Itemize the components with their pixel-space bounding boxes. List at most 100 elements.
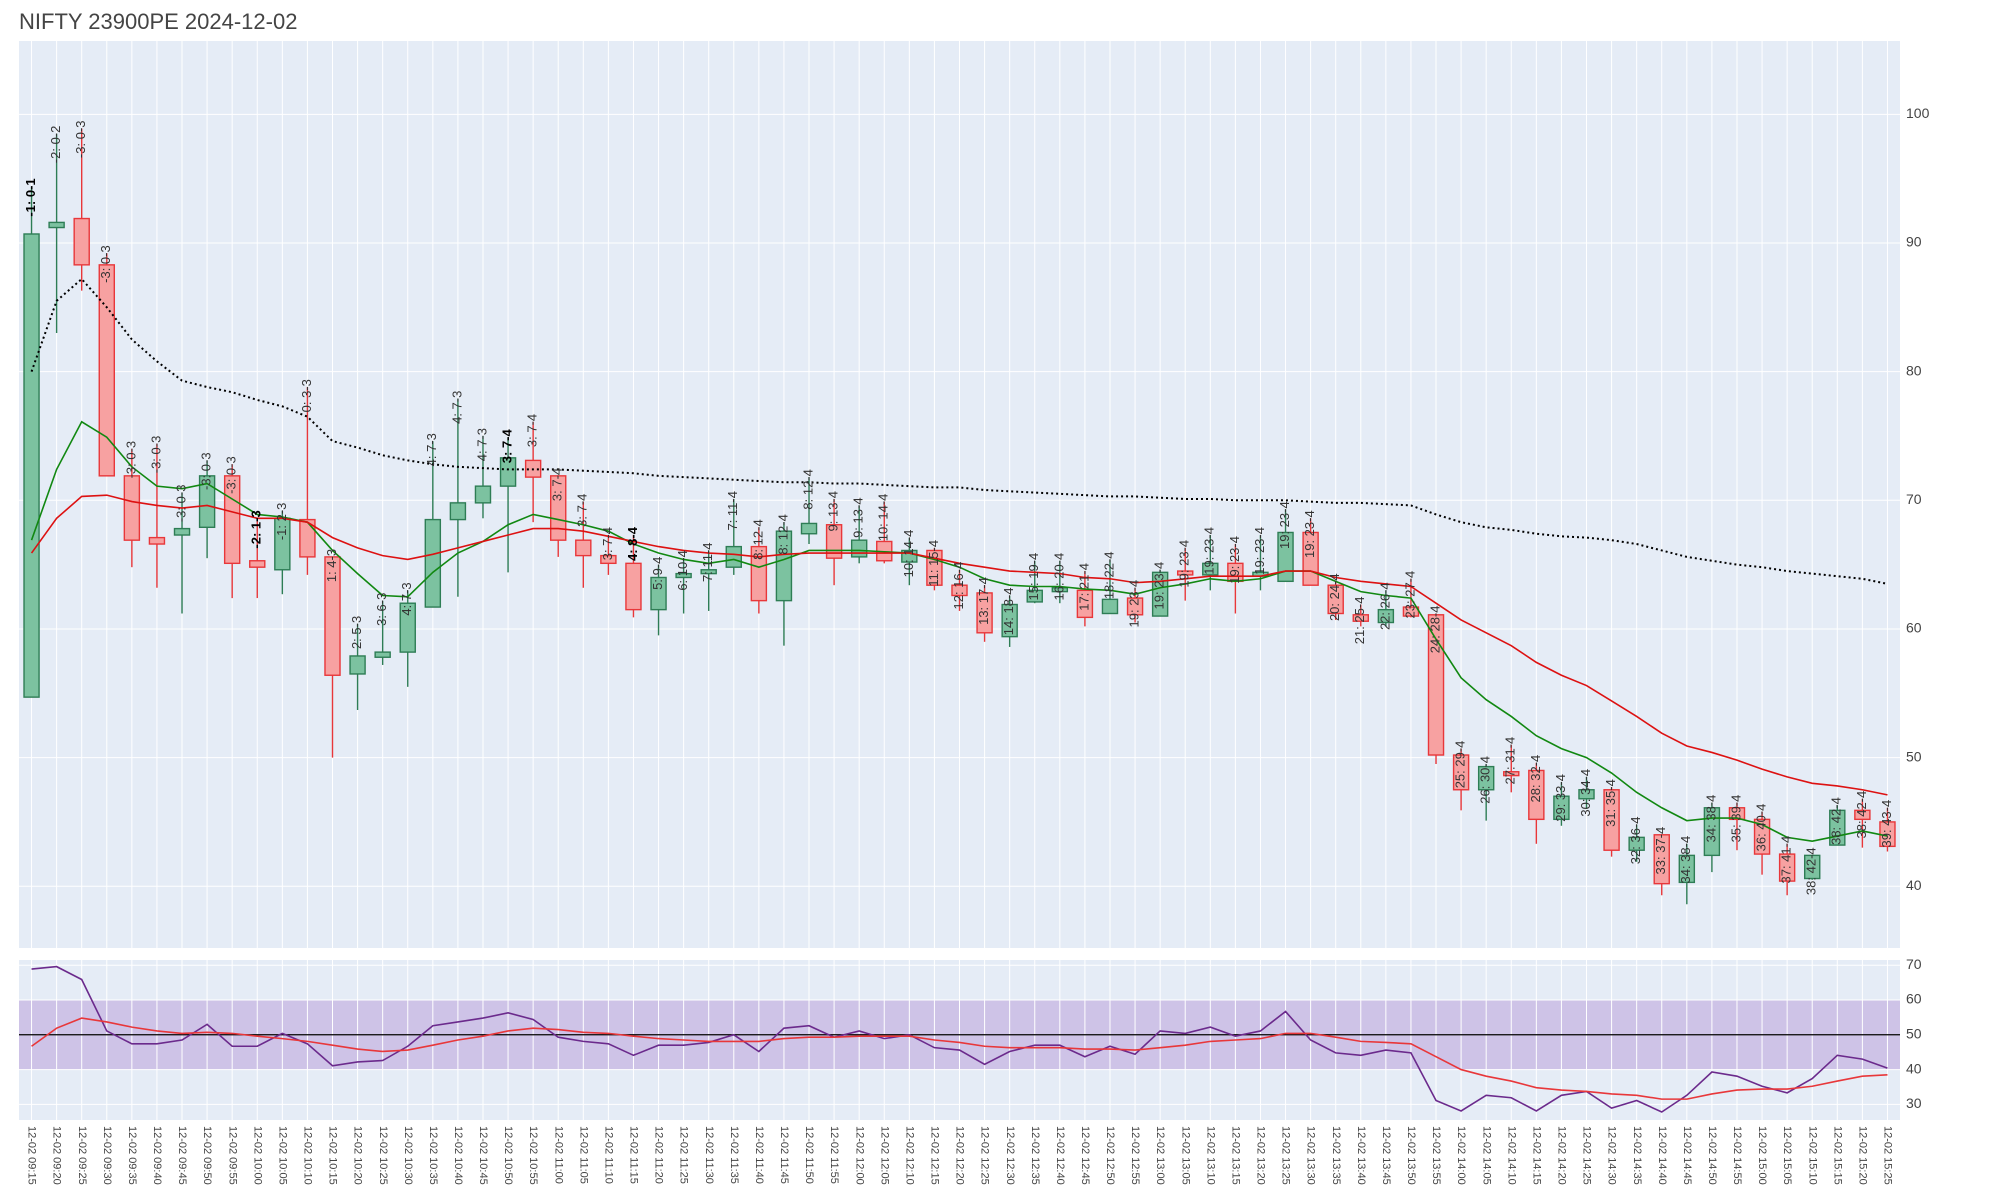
candle-annotation: 3: 7-4 [499, 428, 514, 463]
x-tick-label: 12-02 14:35 [1631, 1126, 1643, 1185]
x-tick-label: 12-02 12:45 [1079, 1126, 1091, 1185]
candle-annotation: 19: 23-4 [1126, 580, 1141, 628]
candle-body [976, 592, 993, 634]
candle-annotation: 12: 16-4 [951, 562, 966, 610]
candle-body [1101, 598, 1119, 615]
candle-annotation: 32: 36-4 [1628, 816, 1643, 864]
candle-body [198, 475, 216, 529]
candle-annotation: 30: 34-4 [1578, 769, 1593, 817]
x-tick-label: 12-02 14:45 [1681, 1126, 1693, 1185]
x-tick-label: 12-02 09:55 [226, 1126, 238, 1185]
candle-body [575, 539, 592, 557]
candle-annotation: 9: 13-4 [851, 497, 866, 537]
x-tick-label: 12-02 14:40 [1656, 1126, 1668, 1185]
candle-body [1477, 765, 1495, 791]
candle-body [675, 572, 692, 579]
candle-annotation: 6: 10-4 [675, 550, 690, 590]
y-tick-label: 100 [1906, 105, 1930, 121]
candle-body [424, 518, 442, 608]
candle-annotation: 4: 7-3 [424, 433, 439, 466]
candle-annotation: 5: 9-4 [650, 557, 665, 590]
x-tick-label: 12-02 12:35 [1029, 1126, 1041, 1185]
x-tick-label: 12-02 14:15 [1530, 1126, 1542, 1185]
candle-annotation: 14: 18-4 [1001, 587, 1016, 635]
x-tick-label: 12-02 12:15 [929, 1126, 941, 1185]
x-tick-label: 12-02 09:50 [201, 1126, 213, 1185]
candle-annotation: 9: 13-4 [826, 491, 841, 531]
x-tick-label: 12-02 10:25 [377, 1126, 389, 1185]
x-tick-label: 12-02 09:25 [76, 1126, 88, 1185]
x-tick-label: 12-02 14:00 [1455, 1126, 1467, 1185]
y-tick-label: 50 [1906, 748, 1922, 764]
candle-body [650, 576, 667, 611]
candle-annotation: -3: 0-3 [173, 485, 188, 523]
candle-annotation: 34: 38-4 [1678, 836, 1693, 884]
x-tick-label: 12-02 15:25 [1882, 1126, 1894, 1185]
candle-annotation: 23: 27-4 [1402, 571, 1417, 619]
candle-body [349, 655, 366, 675]
y-tick-label: 70 [1906, 956, 1922, 972]
x-tick-label: 12-02 14:20 [1556, 1126, 1568, 1185]
candle-body [725, 545, 743, 568]
candle-annotation: 31: 35-4 [1603, 779, 1618, 827]
candle-annotation: 20: 24-4 [1327, 573, 1342, 621]
candle-annotation: -3: 0-3 [123, 441, 138, 479]
x-tick-label: 12-02 12:40 [1054, 1126, 1066, 1185]
candle-body [600, 554, 617, 565]
x-tick-label: 12-02 12:25 [979, 1126, 991, 1185]
candle-body [1151, 571, 1169, 617]
candle-annotation: 13: 17-4 [976, 577, 991, 625]
candle-annotation: 25: 29-4 [1453, 741, 1468, 789]
x-tick-label: 12-02 12:10 [903, 1126, 915, 1185]
candle-body [123, 475, 141, 541]
candle-body [1051, 587, 1069, 593]
candle-annotation: 18: 22-4 [1101, 551, 1116, 599]
candle-annotation: 19: 23-4 [1152, 562, 1167, 610]
candle-body [1553, 795, 1570, 821]
candle-annotation: 24: 28-4 [1427, 606, 1442, 654]
x-tick-label: 12-02 13:40 [1355, 1126, 1367, 1185]
x-tick-label: 12-02 11:35 [728, 1126, 740, 1184]
x-tick-label: 12-02 10:00 [251, 1126, 263, 1185]
candle-body [901, 549, 918, 563]
candle-body [474, 485, 492, 504]
x-tick-label: 12-02 10:05 [276, 1126, 288, 1185]
x-tick-label: 12-02 12:55 [1129, 1126, 1141, 1185]
candle-annotation: -3: 0-3 [148, 436, 163, 474]
indicator-line [30, 277, 1888, 585]
y-tick-label: 60 [1906, 991, 1922, 1007]
candle-annotation: 11: 15-4 [926, 540, 941, 587]
x-tick-label: 12-02 09:40 [151, 1126, 163, 1185]
candle-annotation: 22: 26-4 [1377, 582, 1392, 630]
candle-annotation: 37: 41-4 [1779, 836, 1794, 884]
candle-body [1503, 771, 1520, 777]
x-tick-label: 12-02 10:40 [452, 1126, 464, 1185]
candle-body [700, 569, 717, 575]
x-tick-label: 12-02 09:30 [101, 1126, 113, 1185]
x-tick-label: 12-02 14:05 [1480, 1126, 1492, 1185]
candle-annotation: 8: 12-4 [750, 519, 765, 559]
candle-body [324, 556, 341, 676]
candle-annotation: 28: 32-4 [1528, 755, 1543, 803]
candle-annotation: 26: 30-4 [1478, 756, 1493, 804]
candle-annotation: -3: 0-3 [199, 452, 214, 490]
candle-annotation: 7: 11-4 [725, 491, 740, 531]
chart-title: NIFTY 23900PE 2024-12-02 [19, 9, 297, 34]
candle-body [1678, 854, 1696, 884]
candle-annotation: 4: 8-4 [625, 526, 640, 561]
candle-annotation: 3: 7-4 [550, 468, 565, 501]
candle-annotation: 19: 23-4 [1302, 510, 1317, 558]
x-tick-label: 12-02 10:45 [477, 1126, 489, 1185]
x-tick-label: 12-02 14:50 [1706, 1126, 1718, 1185]
x-tick-label: 12-02 12:00 [853, 1126, 865, 1185]
y-tick-label: 30 [1906, 1095, 1922, 1111]
x-tick-label: 12-02 13:20 [1255, 1126, 1267, 1185]
candle-body [1778, 853, 1796, 882]
x-tick-label: 12-02 14:30 [1606, 1126, 1618, 1185]
x-tick-label: 12-02 13:55 [1430, 1126, 1442, 1185]
candle-annotation: 27: 31-4 [1503, 737, 1518, 785]
y-tick-label: 40 [1906, 877, 1922, 893]
candle-body [1528, 769, 1545, 821]
y-tick-label: 60 [1906, 620, 1922, 636]
candle-body [1854, 809, 1871, 821]
